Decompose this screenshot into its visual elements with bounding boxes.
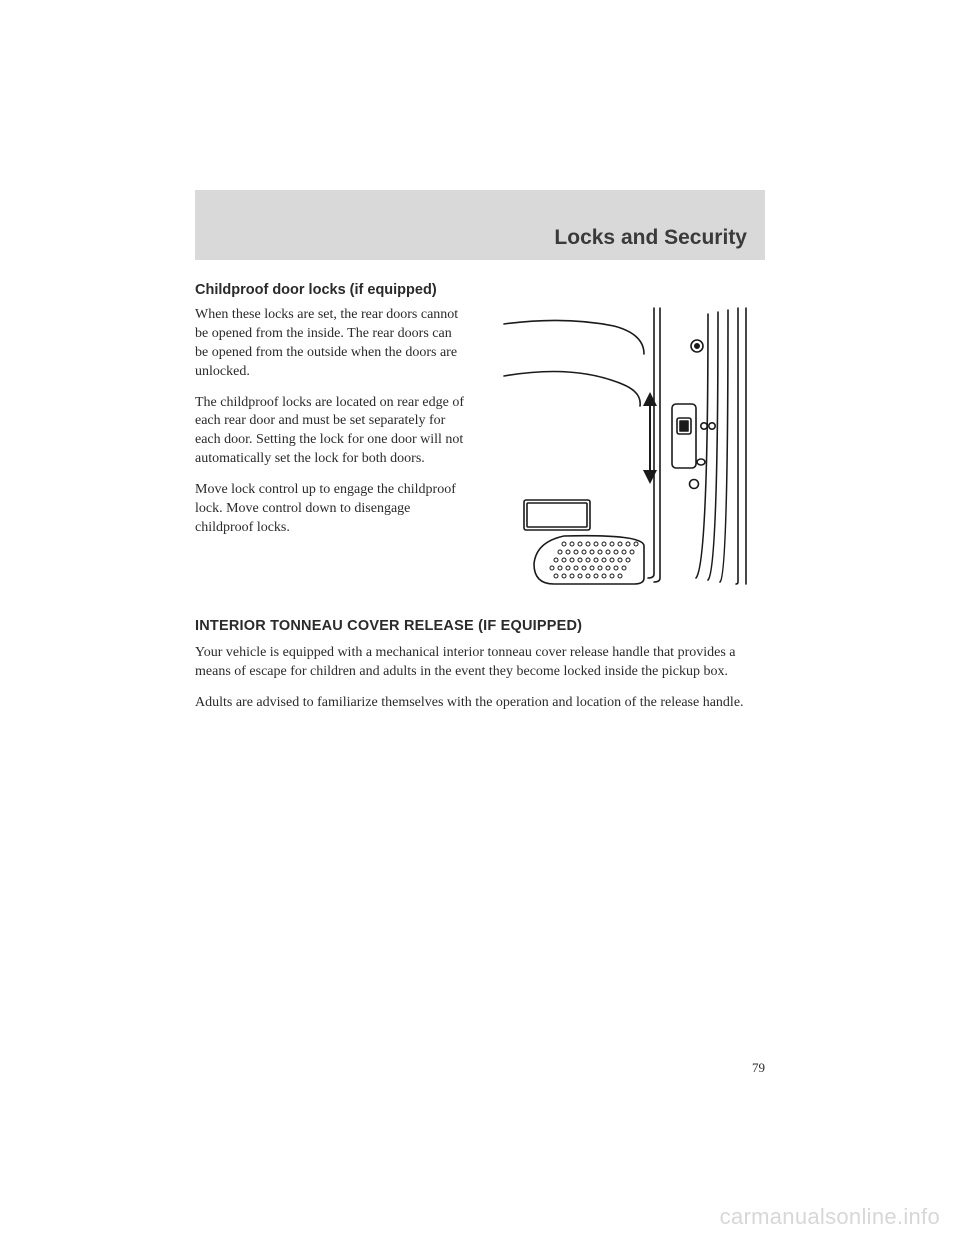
section1-p1: When these locks are set, the rear doors… [195, 306, 465, 382]
page-number: 79 [752, 1060, 765, 1076]
section1-p3: Move lock control up to engage the child… [195, 481, 465, 538]
section2-p2: Adults are advised to familiarize themse… [195, 694, 765, 713]
section1-text: When these locks are set, the rear doors… [195, 306, 465, 586]
door-edge-icon [494, 306, 754, 586]
watermark: carmanualsonline.info [720, 1204, 940, 1230]
manual-page: Locks and Security Childproof door locks… [195, 190, 765, 725]
header-bar: Locks and Security [195, 190, 765, 260]
header-title: Locks and Security [554, 226, 747, 250]
illustration-column [483, 306, 765, 586]
section2-heading: INTERIOR TONNEAU COVER RELEASE (IF EQUIP… [195, 618, 765, 634]
section1-heading: Childproof door locks (if equipped) [195, 282, 765, 298]
section2-p1: Your vehicle is equipped with a mechanic… [195, 644, 765, 682]
door-lock-illustration [494, 306, 754, 586]
section1-body: When these locks are set, the rear doors… [195, 306, 765, 586]
section1-p2: The childproof locks are located on rear… [195, 394, 465, 470]
